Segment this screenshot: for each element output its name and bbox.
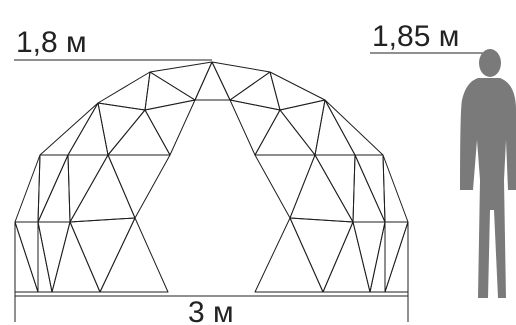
dome-facet xyxy=(37,154,71,223)
dome-facet xyxy=(229,99,281,156)
dome-facet xyxy=(289,217,354,293)
dome-facet xyxy=(352,154,386,223)
person-height-label: 1,85 м xyxy=(372,20,459,53)
dome-facet xyxy=(369,221,386,293)
dome-facet xyxy=(352,221,386,293)
dome-facet xyxy=(14,154,41,223)
dome-facet xyxy=(324,99,384,156)
dome-facet xyxy=(107,109,171,156)
person-silhouette-icon xyxy=(460,49,516,298)
dome-facet xyxy=(37,221,71,293)
dome-facet xyxy=(149,61,213,101)
dome-facet xyxy=(254,217,324,293)
dome-facet xyxy=(229,71,281,111)
dome-facet xyxy=(322,221,371,293)
dome-facet xyxy=(69,154,136,223)
dome-facet xyxy=(289,154,354,223)
dome-facet xyxy=(99,217,169,293)
dome-facet xyxy=(194,61,231,101)
dome-facet xyxy=(314,99,356,156)
dome-facet xyxy=(97,102,146,156)
dome-facet xyxy=(254,109,316,156)
dome-facet xyxy=(384,221,409,293)
dome-facet xyxy=(51,221,101,293)
dome-facet xyxy=(279,99,326,156)
dome xyxy=(14,61,409,293)
dome-height-label: 1,8 м xyxy=(16,26,87,59)
dome-facet xyxy=(37,221,53,293)
dome-facet xyxy=(382,154,409,223)
dome-facet xyxy=(144,71,196,111)
dimension-lines xyxy=(14,52,495,322)
dome-facet xyxy=(67,102,109,156)
dome-facet xyxy=(14,221,39,293)
dome-facet xyxy=(254,154,316,219)
dome-facet xyxy=(39,102,99,156)
dome-width-label: 3 м xyxy=(188,296,234,325)
dome-facet xyxy=(144,99,196,156)
dome-facet xyxy=(69,217,136,293)
dome-facet xyxy=(107,154,171,219)
